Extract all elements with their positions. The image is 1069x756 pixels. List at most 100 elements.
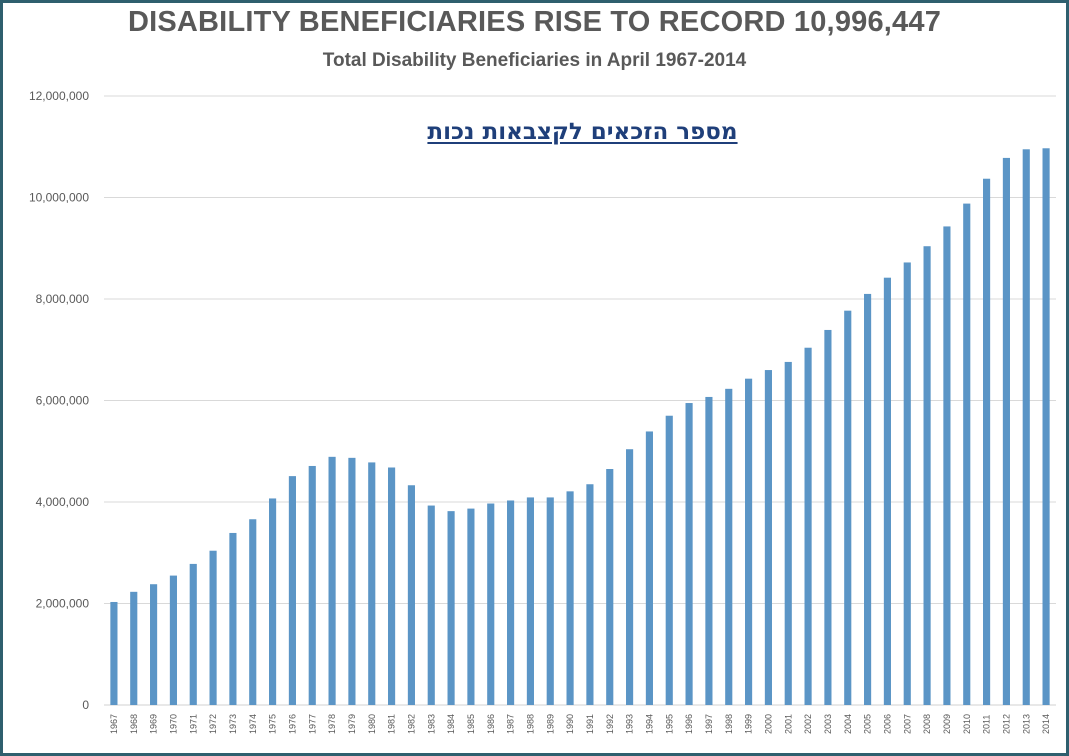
x-tick-label: 1997 bbox=[704, 714, 714, 734]
bar-1980 bbox=[368, 462, 376, 705]
bar-1989 bbox=[546, 497, 554, 705]
bar-1987 bbox=[507, 500, 515, 705]
bars bbox=[110, 148, 1050, 706]
bar-1976 bbox=[288, 476, 296, 705]
x-tick-label: 1989 bbox=[545, 714, 555, 734]
bar-1986 bbox=[487, 503, 495, 705]
bar-1994 bbox=[645, 431, 653, 705]
bar-1972 bbox=[209, 550, 217, 705]
x-tick-label: 1982 bbox=[406, 714, 416, 734]
bar-2003 bbox=[824, 329, 832, 705]
x-tick-label: 1976 bbox=[287, 714, 297, 734]
y-tick-label: 4,000,000 bbox=[36, 495, 90, 509]
y-tick-label: 10,000,000 bbox=[29, 191, 89, 205]
x-tick-label: 2007 bbox=[902, 714, 912, 734]
x-tick-label: 1995 bbox=[664, 714, 674, 734]
bar-1995 bbox=[665, 415, 673, 705]
bar-1999 bbox=[745, 378, 753, 705]
x-tick-label: 1990 bbox=[565, 714, 575, 734]
bar-1969 bbox=[150, 584, 158, 705]
x-tick-label: 2005 bbox=[863, 714, 873, 734]
x-tick-label: 2004 bbox=[843, 714, 853, 734]
bar-1982 bbox=[407, 485, 415, 705]
x-tick-label: 2006 bbox=[882, 714, 892, 734]
x-tick-label: 2013 bbox=[1021, 714, 1031, 734]
x-tick-label: 1980 bbox=[367, 714, 377, 734]
x-tick-label: 1998 bbox=[724, 714, 734, 734]
x-tick-label: 1977 bbox=[307, 714, 317, 734]
bar-1988 bbox=[526, 497, 534, 705]
x-tick-label: 1984 bbox=[446, 714, 456, 734]
bar-2011 bbox=[983, 178, 991, 705]
bar-1984 bbox=[447, 511, 455, 705]
x-tick-label: 1996 bbox=[684, 714, 694, 734]
x-tick-label: 1983 bbox=[426, 714, 436, 734]
x-tick-label: 1968 bbox=[129, 714, 139, 734]
bar-2013 bbox=[1022, 149, 1030, 706]
hebrew-overlay-link[interactable]: מספר הזכאים לקצבאות נכות bbox=[427, 119, 738, 145]
x-tick-label: 1981 bbox=[387, 714, 397, 734]
x-tick-label: 2008 bbox=[922, 714, 932, 734]
gridlines bbox=[104, 95, 1056, 706]
bar-2005 bbox=[864, 293, 872, 705]
bar-1993 bbox=[626, 449, 634, 705]
chart-title: DISABILITY BENEFICIARIES RISE TO RECORD … bbox=[127, 6, 942, 38]
y-axis-labels: 0 2,000,000 4,000,000 6,000,000 8,000,000 10,… bbox=[29, 89, 89, 712]
bar-1996 bbox=[685, 403, 693, 705]
x-tick-label: 1967 bbox=[109, 714, 119, 734]
x-tick-label: 1988 bbox=[525, 714, 535, 734]
bar-1970 bbox=[169, 575, 177, 705]
x-tick-label: 1992 bbox=[605, 714, 615, 734]
y-tick-label: 6,000,000 bbox=[36, 394, 90, 408]
bar-1981 bbox=[388, 467, 396, 705]
x-tick-label: 1979 bbox=[347, 714, 357, 734]
x-tick-label: 1974 bbox=[248, 714, 258, 734]
bar-2006 bbox=[883, 277, 891, 705]
y-tick-label: 8,000,000 bbox=[36, 292, 90, 306]
x-tick-label: 1985 bbox=[466, 714, 476, 734]
x-tick-label: 2003 bbox=[823, 714, 833, 734]
x-tick-label: 1975 bbox=[268, 714, 278, 734]
y-tick-label: 2,000,000 bbox=[36, 597, 90, 611]
bar-2007 bbox=[903, 262, 911, 705]
x-tick-label: 1987 bbox=[506, 714, 516, 734]
bar-1975 bbox=[269, 498, 277, 705]
bar-1971 bbox=[189, 563, 197, 705]
x-tick-label: 1969 bbox=[149, 714, 159, 734]
bar-1992 bbox=[606, 469, 614, 705]
x-tick-label: 2014 bbox=[1041, 714, 1051, 734]
bar-1998 bbox=[725, 388, 733, 705]
x-tick-label: 1994 bbox=[644, 714, 654, 734]
bar-1973 bbox=[229, 532, 237, 705]
x-tick-label: 1970 bbox=[168, 714, 178, 734]
bar-2009 bbox=[943, 226, 951, 706]
bar-2001 bbox=[784, 361, 792, 705]
bar-1974 bbox=[249, 519, 257, 705]
x-tick-label: 2009 bbox=[942, 714, 952, 734]
chart-subtitle: Total Disability Beneficiaries in April … bbox=[322, 50, 747, 71]
bar-1983 bbox=[427, 505, 435, 705]
y-tick-label: 12,000,000 bbox=[29, 89, 89, 103]
bar-2002 bbox=[804, 347, 812, 705]
x-tick-label: 1986 bbox=[486, 714, 496, 734]
x-tick-label: 2000 bbox=[763, 714, 773, 734]
x-tick-label: 1999 bbox=[744, 714, 754, 734]
x-tick-label: 2011 bbox=[982, 715, 992, 734]
bar-1985 bbox=[467, 508, 475, 705]
bar-1968 bbox=[130, 591, 138, 705]
x-axis-labels: 1967 1968 1969 1970 1971 1972 1973 1974 1975 1976… bbox=[109, 714, 1051, 734]
x-tick-label: 2010 bbox=[962, 714, 972, 734]
x-tick-label: 1971 bbox=[188, 714, 198, 734]
y-tick-label: 0 bbox=[82, 698, 89, 712]
bar-1979 bbox=[348, 457, 356, 705]
bar-1977 bbox=[308, 465, 316, 705]
x-tick-label: 1973 bbox=[228, 714, 238, 734]
x-tick-label: 1972 bbox=[208, 714, 218, 734]
x-tick-label: 2001 bbox=[783, 714, 793, 734]
bar-2008 bbox=[923, 246, 931, 705]
x-tick-label: 1993 bbox=[625, 714, 635, 734]
x-tick-label: 1978 bbox=[327, 714, 337, 734]
x-tick-label: 2002 bbox=[803, 714, 813, 734]
bar-2004 bbox=[844, 310, 852, 705]
